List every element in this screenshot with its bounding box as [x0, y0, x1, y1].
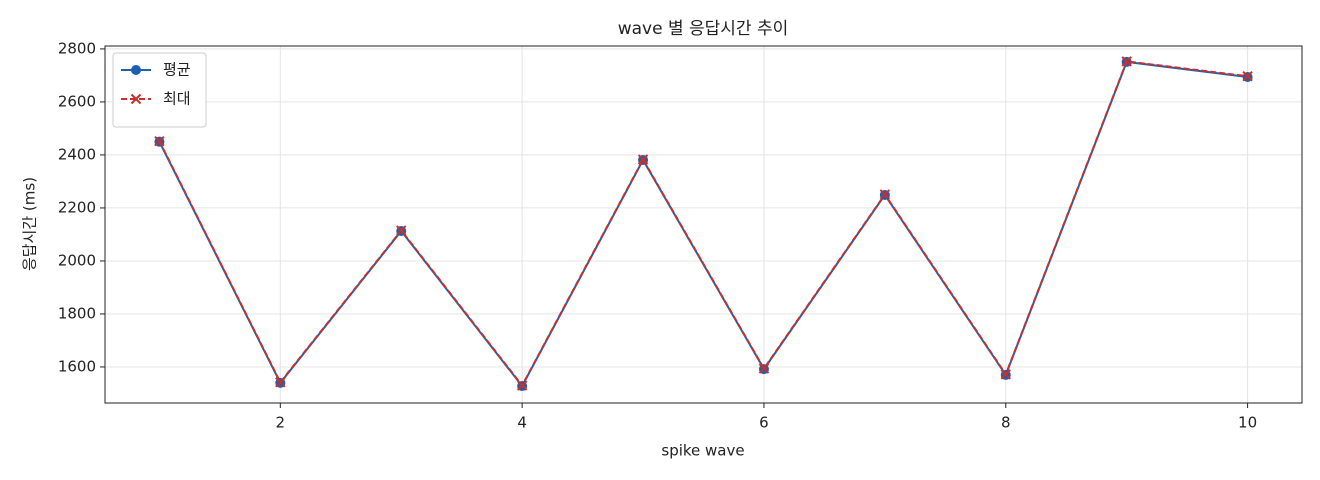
series-line	[158, 60, 1248, 388]
chart-title: wave 별 응답시간 추이	[618, 19, 789, 39]
y-axis-label: 응답시간 (ms)	[21, 177, 39, 271]
data-point	[879, 189, 891, 200]
y-tick-label: 2600	[58, 92, 96, 110]
x-tick-label: 10	[1238, 414, 1257, 432]
y-tick-label: 1800	[58, 304, 96, 322]
y-tick-label: 2400	[58, 145, 96, 163]
x-tick-label: 8	[1001, 414, 1011, 432]
x-tick-label: 2	[276, 414, 286, 432]
x-tick-label: 4	[517, 414, 527, 432]
legend-marker	[131, 65, 141, 75]
data-point	[758, 363, 770, 374]
y-tick-label: 2800	[58, 39, 96, 57]
y-tick-label: 2200	[58, 198, 96, 216]
legend-marker	[130, 93, 142, 105]
legend-label: 최대	[163, 90, 191, 108]
x-tick-label: 6	[759, 414, 769, 432]
data-point	[1000, 369, 1011, 380]
data-point	[1242, 71, 1253, 82]
legend-label: 평균	[163, 61, 191, 79]
data-point	[1121, 56, 1132, 67]
plot-frame	[104, 45, 1303, 404]
x-axis-label: spike wave	[661, 442, 744, 460]
legend-box	[112, 52, 207, 128]
data-point	[637, 154, 649, 165]
y-tick-label: 1600	[58, 357, 96, 375]
data-point	[275, 377, 286, 388]
series-line	[158, 60, 1248, 388]
y-tick-label: 2000	[58, 251, 96, 269]
data-point	[154, 135, 165, 147]
data-point	[516, 380, 528, 391]
data-point	[396, 225, 407, 236]
